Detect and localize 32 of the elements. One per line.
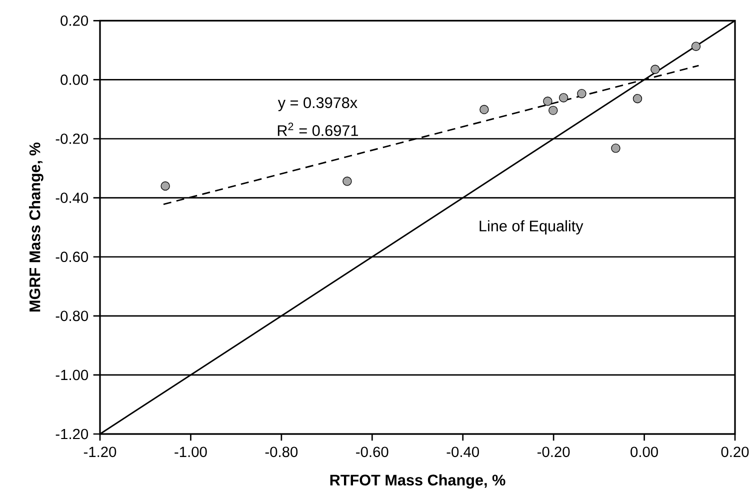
x-tick-label: -0.40 (446, 446, 479, 458)
annotation: y = 0.3978x (278, 97, 358, 112)
y-tick-label: 0.00 (60, 74, 88, 85)
x-tick-label: -0.20 (538, 446, 570, 458)
x-tick-label: -0.60 (356, 446, 388, 458)
y-tick-label: -0.80 (56, 310, 88, 322)
point (577, 88, 586, 98)
point (632, 94, 642, 104)
y-tick-label: -0.40 (56, 192, 88, 204)
y-tick-label: -0.20 (56, 134, 88, 144)
y-tick-label: 0.20 (60, 15, 88, 26)
point (160, 181, 170, 191)
point (611, 144, 620, 153)
x-tick-label: -1.00 (174, 446, 207, 458)
series-label: Line of Equality (480, 220, 584, 234)
y-tick-label: -1.20 (56, 428, 88, 440)
x-tick-label: -1.20 (84, 446, 116, 458)
point (691, 42, 701, 51)
x-axis-title: RTFOT Mass Change, % (330, 474, 506, 489)
point (548, 106, 558, 116)
y-axis-title: MGRF Mass Change, % (29, 142, 44, 312)
y-tick-label: -1.00 (56, 370, 88, 380)
annotation: R$^{2}$ = 0.6971 (278, 122, 358, 136)
x-tick-label: 0.00 (630, 446, 658, 458)
point (558, 93, 568, 102)
point (480, 104, 489, 114)
y-tick-label: -0.60 (56, 252, 88, 262)
point (543, 96, 552, 106)
x-tick-label: -0.80 (265, 446, 298, 458)
x-tick-label: 0.20 (721, 446, 749, 458)
point (342, 176, 352, 186)
point (650, 64, 660, 74)
